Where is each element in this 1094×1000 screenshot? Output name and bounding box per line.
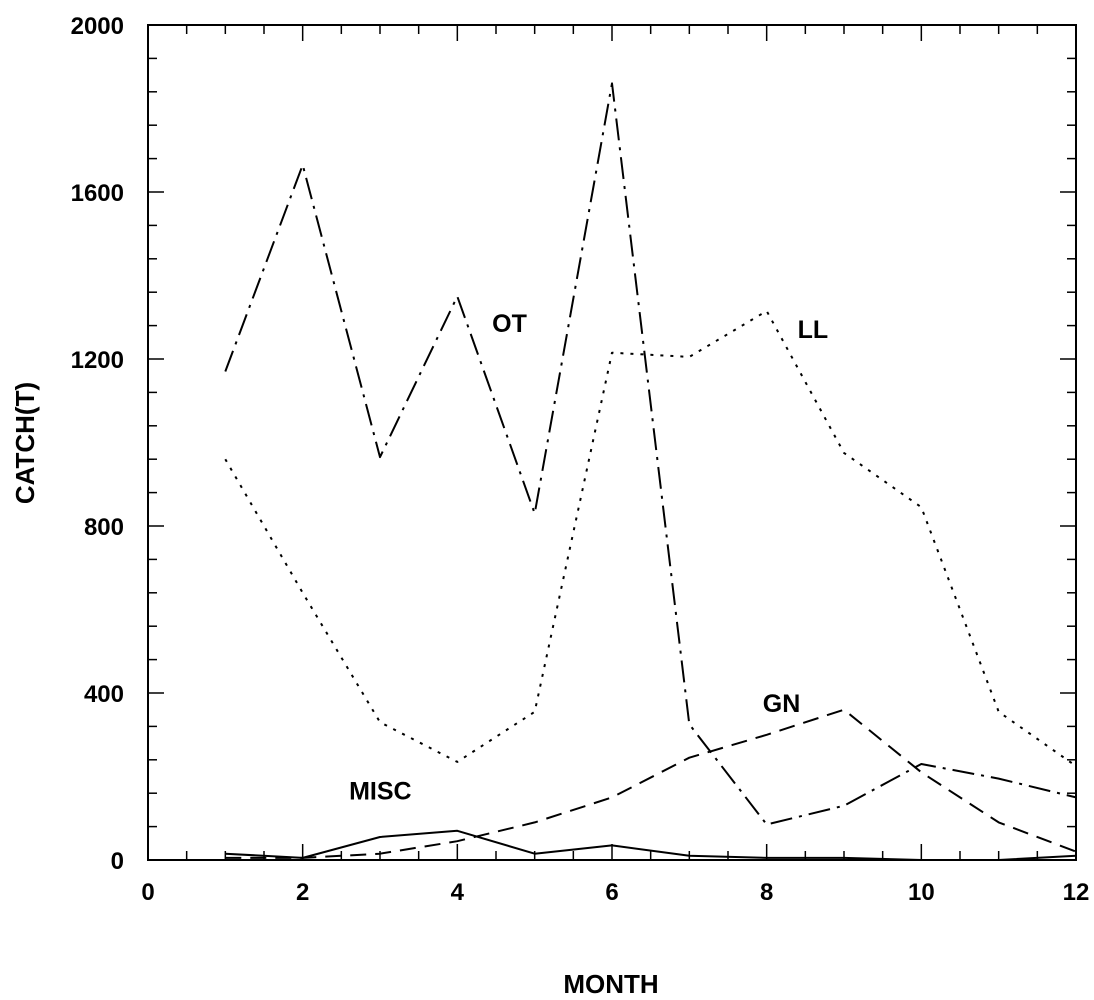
x-axis-title: MONTH bbox=[563, 969, 658, 999]
x-tick-label: 8 bbox=[760, 879, 773, 906]
y-tick-label: 800 bbox=[84, 514, 124, 541]
x-tick-label: 4 bbox=[451, 879, 465, 906]
x-tick-labels: 0 2 4 6 8 10 12 bbox=[141, 879, 1089, 906]
x-tick-label: 0 bbox=[141, 879, 154, 906]
x-tick-label: 12 bbox=[1063, 879, 1090, 906]
y-axis-title: CATCH(T) bbox=[10, 382, 40, 504]
y-tick-label: 1200 bbox=[71, 347, 124, 374]
y-tick-label: 1600 bbox=[71, 180, 124, 207]
series-label-gn: GN bbox=[763, 690, 801, 718]
series-line-gn bbox=[225, 708, 1077, 859]
y-tick-label: 400 bbox=[84, 681, 124, 708]
x-tick-label: 6 bbox=[605, 879, 618, 906]
series-label-misc: MISC bbox=[349, 777, 412, 805]
series-line-ll bbox=[224, 310, 1077, 767]
series-label-ll: LL bbox=[798, 316, 829, 344]
axis-ticks bbox=[147, 24, 1077, 861]
series-label-ot: OT bbox=[492, 310, 527, 338]
y-tick-label: 0 bbox=[111, 848, 124, 875]
x-tick-label: 2 bbox=[296, 879, 309, 906]
plot-frame bbox=[147, 24, 1077, 861]
plot-border bbox=[147, 24, 1077, 861]
y-tick-label: 2000 bbox=[71, 13, 124, 40]
series-line-misc bbox=[225, 829, 1077, 861]
series-lines bbox=[224, 82, 1077, 861]
x-tick-label: 10 bbox=[908, 879, 935, 906]
series-line-ot bbox=[224, 82, 1077, 826]
y-tick-labels: 0 400 800 1200 1600 2000 bbox=[71, 13, 124, 875]
series-labels: OT LL GN MISC bbox=[349, 310, 828, 806]
